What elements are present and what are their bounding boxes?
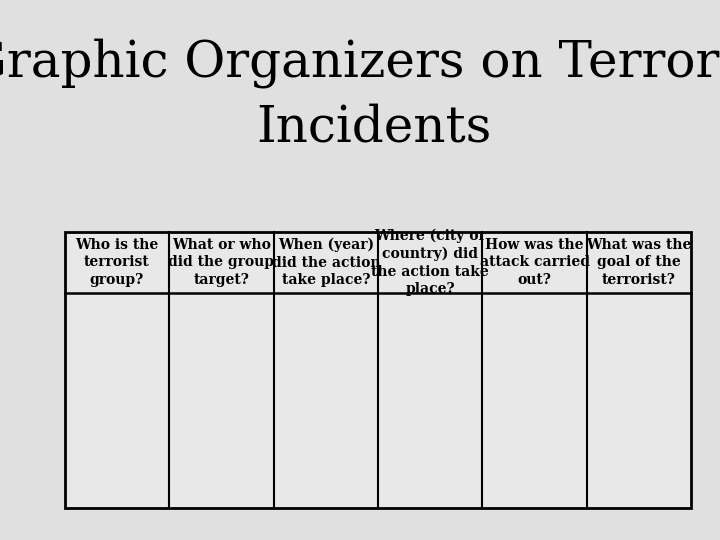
Text: What or who
did the group
target?: What or who did the group target?	[168, 238, 274, 287]
Text: Who is the
terrorist
group?: Who is the terrorist group?	[76, 238, 158, 287]
Text: What was the
goal of the
terrorist?: What was the goal of the terrorist?	[586, 238, 692, 287]
Text: Graphic Organizers on Terrorist: Graphic Organizers on Terrorist	[0, 38, 720, 88]
Bar	[65, 232, 691, 508]
Text: How was the
attack carried
out?: How was the attack carried out?	[480, 238, 590, 287]
Text: When (year)
did the action
take place?: When (year) did the action take place?	[271, 238, 380, 287]
Text: Where (city or
country) did
the action take
place?: Where (city or country) did the action t…	[372, 229, 489, 296]
Bar	[65, 232, 691, 293]
Text: Incidents: Incidents	[257, 103, 492, 152]
Bar	[65, 232, 691, 508]
